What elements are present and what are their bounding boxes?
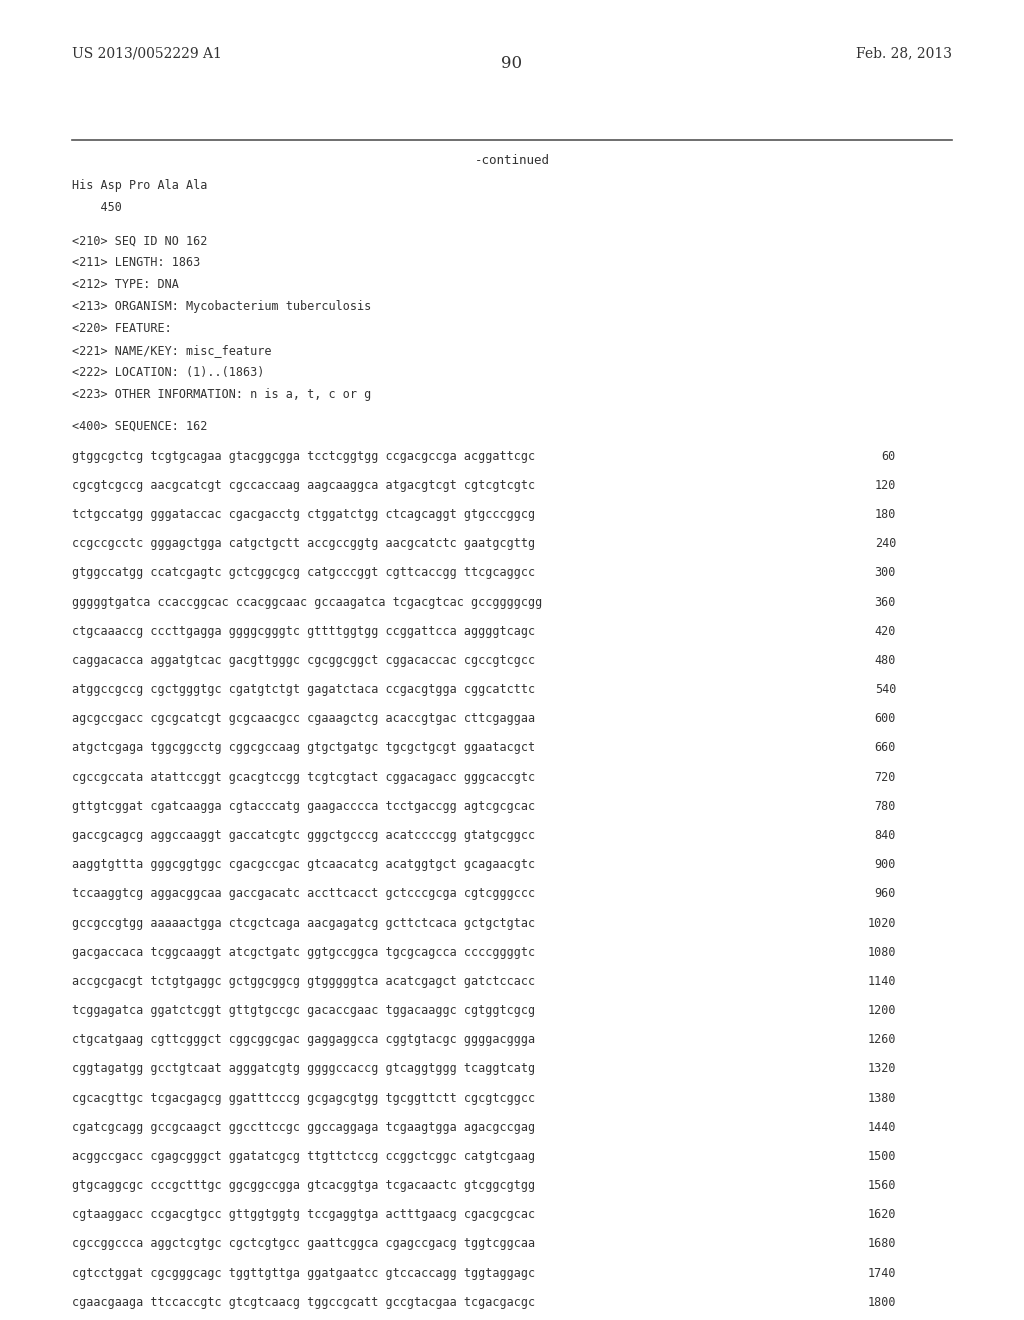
Text: ctgcatgaag cgttcgggct cggcggcgac gaggaggcca cggtgtacgc ggggacggga: ctgcatgaag cgttcgggct cggcggcgac gaggagg… xyxy=(72,1034,535,1047)
Text: 480: 480 xyxy=(874,653,896,667)
Text: acggccgacc cgagcgggct ggatatcgcg ttgttctccg ccggctcggc catgtcgaag: acggccgacc cgagcgggct ggatatcgcg ttgttct… xyxy=(72,1150,535,1163)
Text: 120: 120 xyxy=(874,479,896,492)
Text: <210> SEQ ID NO 162: <210> SEQ ID NO 162 xyxy=(72,235,207,248)
Text: <213> ORGANISM: Mycobacterium tuberculosis: <213> ORGANISM: Mycobacterium tuberculos… xyxy=(72,300,371,313)
Text: 1680: 1680 xyxy=(867,1237,896,1250)
Text: 90: 90 xyxy=(502,54,522,71)
Text: gacgaccaca tcggcaaggt atcgctgatc ggtgccggca tgcgcagcca ccccggggtc: gacgaccaca tcggcaaggt atcgctgatc ggtgccg… xyxy=(72,945,535,958)
Text: cgcacgttgc tcgacgagcg ggatttcccg gcgagcgtgg tgcggttctt cgcgtcggcc: cgcacgttgc tcgacgagcg ggatttcccg gcgagcg… xyxy=(72,1092,535,1105)
Text: 180: 180 xyxy=(874,508,896,521)
Text: agcgccgacc cgcgcatcgt gcgcaacgcc cgaaagctcg acaccgtgac cttcgaggaa: agcgccgacc cgcgcatcgt gcgcaacgcc cgaaagc… xyxy=(72,713,535,725)
Text: gtggcgctcg tcgtgcagaa gtacggcgga tcctcggtgg ccgacgccga acggattcgc: gtggcgctcg tcgtgcagaa gtacggcgga tcctcgg… xyxy=(72,450,535,463)
Text: <220> FEATURE:: <220> FEATURE: xyxy=(72,322,171,335)
Text: tcggagatca ggatctcggt gttgtgccgc gacaccgaac tggacaaggc cgtggtcgcg: tcggagatca ggatctcggt gttgtgccgc gacaccg… xyxy=(72,1005,535,1016)
Text: 1320: 1320 xyxy=(867,1063,896,1076)
Text: 1260: 1260 xyxy=(867,1034,896,1047)
Text: 1740: 1740 xyxy=(867,1267,896,1279)
Text: <222> LOCATION: (1)..(1863): <222> LOCATION: (1)..(1863) xyxy=(72,366,264,379)
Text: 720: 720 xyxy=(874,771,896,784)
Text: -continued: -continued xyxy=(474,154,550,168)
Text: cggtagatgg gcctgtcaat agggatcgtg ggggccaccg gtcaggtggg tcaggtcatg: cggtagatgg gcctgtcaat agggatcgtg ggggcca… xyxy=(72,1063,535,1076)
Text: gccgccgtgg aaaaactgga ctcgctcaga aacgagatcg gcttctcaca gctgctgtac: gccgccgtgg aaaaactgga ctcgctcaga aacgaga… xyxy=(72,916,535,929)
Text: <212> TYPE: DNA: <212> TYPE: DNA xyxy=(72,279,178,292)
Text: <400> SEQUENCE: 162: <400> SEQUENCE: 162 xyxy=(72,420,207,433)
Text: 420: 420 xyxy=(874,624,896,638)
Text: gtgcaggcgc cccgctttgc ggcggccgga gtcacggtga tcgacaactc gtcggcgtgg: gtgcaggcgc cccgctttgc ggcggccgga gtcacgg… xyxy=(72,1179,535,1192)
Text: cgcgtcgccg aacgcatcgt cgccaccaag aagcaaggca atgacgtcgt cgtcgtcgtc: cgcgtcgccg aacgcatcgt cgccaccaag aagcaag… xyxy=(72,479,535,492)
Text: cgccgccata atattccggt gcacgtccgg tcgtcgtact cggacagacc gggcaccgtc: cgccgccata atattccggt gcacgtccgg tcgtcgt… xyxy=(72,771,535,784)
Text: 60: 60 xyxy=(882,450,896,463)
Text: 1560: 1560 xyxy=(867,1179,896,1192)
Text: 1440: 1440 xyxy=(867,1121,896,1134)
Text: cgtaaggacc ccgacgtgcc gttggtggtg tccgaggtga actttgaacg cgacgcgcac: cgtaaggacc ccgacgtgcc gttggtggtg tccgagg… xyxy=(72,1208,535,1221)
Text: caggacacca aggatgtcac gacgttgggc cgcggcggct cggacaccac cgccgtcgcc: caggacacca aggatgtcac gacgttgggc cgcggcg… xyxy=(72,653,535,667)
Text: accgcgacgt tctgtgaggc gctggcggcg gtgggggtca acatcgagct gatctccacc: accgcgacgt tctgtgaggc gctggcggcg gtggggg… xyxy=(72,975,535,987)
Text: <223> OTHER INFORMATION: n is a, t, c or g: <223> OTHER INFORMATION: n is a, t, c or… xyxy=(72,388,371,401)
Text: ccgccgcctc gggagctgga catgctgctt accgccggtg aacgcatctc gaatgcgttg: ccgccgcctc gggagctgga catgctgctt accgccg… xyxy=(72,537,535,550)
Text: 1380: 1380 xyxy=(867,1092,896,1105)
Text: cgccggccca aggctcgtgc cgctcgtgcc gaattcggca cgagccgacg tggtcggcaa: cgccggccca aggctcgtgc cgctcgtgcc gaattcg… xyxy=(72,1237,535,1250)
Text: 960: 960 xyxy=(874,887,896,900)
Text: cgaacgaaga ttccaccgtc gtcgtcaacg tggccgcatt gccgtacgaa tcgacgacgc: cgaacgaaga ttccaccgtc gtcgtcaacg tggccgc… xyxy=(72,1296,535,1308)
Text: aaggtgttta gggcggtggc cgacgccgac gtcaacatcg acatggtgct gcagaacgtc: aaggtgttta gggcggtggc cgacgccgac gtcaaca… xyxy=(72,858,535,871)
Text: tccaaggtcg aggacggcaa gaccgacatc accttcacct gctcccgcga cgtcgggccc: tccaaggtcg aggacggcaa gaccgacatc accttca… xyxy=(72,887,535,900)
Text: 1620: 1620 xyxy=(867,1208,896,1221)
Text: 1080: 1080 xyxy=(867,945,896,958)
Text: 360: 360 xyxy=(874,595,896,609)
Text: atgctcgaga tggcggcctg cggcgccaag gtgctgatgc tgcgctgcgt ggaatacgct: atgctcgaga tggcggcctg cggcgccaag gtgctga… xyxy=(72,742,535,755)
Text: gaccgcagcg aggccaaggt gaccatcgtc gggctgcccg acatccccgg gtatgcggcc: gaccgcagcg aggccaaggt gaccatcgtc gggctgc… xyxy=(72,829,535,842)
Text: ctgcaaaccg cccttgagga ggggcgggtc gttttggtgg ccggattcca aggggtcagc: ctgcaaaccg cccttgagga ggggcgggtc gttttgg… xyxy=(72,624,535,638)
Text: 1500: 1500 xyxy=(867,1150,896,1163)
Text: His Asp Pro Ala Ala: His Asp Pro Ala Ala xyxy=(72,178,207,191)
Text: gttgtcggat cgatcaagga cgtacccatg gaagacccca tcctgaccgg agtcgcgcac: gttgtcggat cgatcaagga cgtacccatg gaagacc… xyxy=(72,800,535,813)
Text: gtggccatgg ccatcgagtc gctcggcgcg catgcccggt cgttcaccgg ttcgcaggcc: gtggccatgg ccatcgagtc gctcggcgcg catgccc… xyxy=(72,566,535,579)
Text: 840: 840 xyxy=(874,829,896,842)
Text: tctgccatgg gggataccac cgacgacctg ctggatctgg ctcagcaggt gtgcccggcg: tctgccatgg gggataccac cgacgacctg ctggatc… xyxy=(72,508,535,521)
Text: 540: 540 xyxy=(874,684,896,696)
Text: Feb. 28, 2013: Feb. 28, 2013 xyxy=(856,46,952,61)
Text: atggccgccg cgctgggtgc cgatgtctgt gagatctaca ccgacgtgga cggcatcttc: atggccgccg cgctgggtgc cgatgtctgt gagatct… xyxy=(72,684,535,696)
Text: 300: 300 xyxy=(874,566,896,579)
Text: 780: 780 xyxy=(874,800,896,813)
Text: 1140: 1140 xyxy=(867,975,896,987)
Text: 600: 600 xyxy=(874,713,896,725)
Text: <221> NAME/KEY: misc_feature: <221> NAME/KEY: misc_feature xyxy=(72,345,271,356)
Text: US 2013/0052229 A1: US 2013/0052229 A1 xyxy=(72,46,221,61)
Text: cgatcgcagg gccgcaagct ggccttccgc ggccaggaga tcgaagtgga agacgccgag: cgatcgcagg gccgcaagct ggccttccgc ggccagg… xyxy=(72,1121,535,1134)
Text: 1800: 1800 xyxy=(867,1296,896,1308)
Text: 900: 900 xyxy=(874,858,896,871)
Text: 1200: 1200 xyxy=(867,1005,896,1016)
Text: 240: 240 xyxy=(874,537,896,550)
Text: 660: 660 xyxy=(874,742,896,755)
Text: cgtcctggat cgcgggcagc tggttgttga ggatgaatcc gtccaccagg tggtaggagc: cgtcctggat cgcgggcagc tggttgttga ggatgaa… xyxy=(72,1267,535,1279)
Text: gggggtgatca ccaccggcac ccacggcaac gccaagatca tcgacgtcac gccggggcgg: gggggtgatca ccaccggcac ccacggcaac gccaag… xyxy=(72,595,542,609)
Text: 1020: 1020 xyxy=(867,916,896,929)
Text: 450: 450 xyxy=(72,201,122,214)
Text: <211> LENGTH: 1863: <211> LENGTH: 1863 xyxy=(72,256,200,269)
